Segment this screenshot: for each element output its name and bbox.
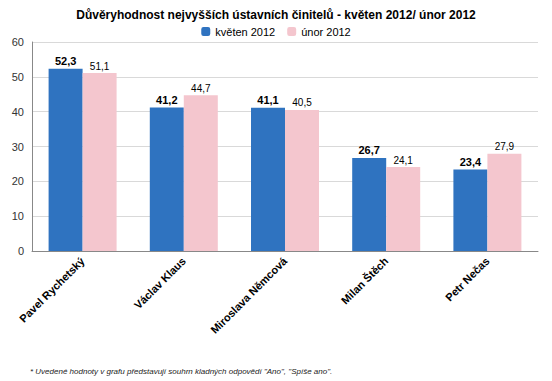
svg-text:Pavel Rychetský: Pavel Rychetský	[17, 254, 87, 324]
svg-text:41,2: 41,2	[156, 94, 177, 106]
svg-text:27,9: 27,9	[495, 141, 515, 152]
svg-text:* Uvedené hodnoty v grafu před: * Uvedené hodnoty v grafu představují so…	[30, 367, 332, 376]
svg-text:Milan Štěch: Milan Štěch	[339, 255, 391, 307]
svg-text:květen 2012: květen 2012	[215, 26, 275, 38]
svg-text:Václav Klaus: Václav Klaus	[132, 255, 188, 311]
svg-text:26,7: 26,7	[358, 144, 379, 156]
svg-text:0: 0	[18, 245, 24, 257]
svg-text:Důvěryhodnost nejvyšších ústav: Důvěryhodnost nejvyšších ústavních činit…	[76, 8, 476, 22]
svg-text:51,1: 51,1	[90, 61, 110, 72]
svg-text:52,3: 52,3	[55, 55, 76, 67]
svg-text:40: 40	[12, 106, 24, 118]
svg-text:44,7: 44,7	[191, 83, 211, 94]
svg-text:24,1: 24,1	[393, 155, 413, 166]
svg-text:Miroslava Němcová: Miroslava Němcová	[208, 254, 290, 336]
svg-text:20: 20	[12, 175, 24, 187]
svg-text:60: 60	[12, 36, 24, 48]
svg-text:40,5: 40,5	[292, 97, 312, 108]
svg-text:10: 10	[12, 210, 24, 222]
svg-text:30: 30	[12, 141, 24, 153]
svg-text:únor 2012: únor 2012	[301, 26, 351, 38]
svg-text:Petr Nečas: Petr Nečas	[443, 255, 492, 304]
svg-text:50: 50	[12, 71, 24, 83]
svg-text:23,4: 23,4	[460, 156, 482, 168]
svg-text:41,1: 41,1	[257, 94, 278, 106]
